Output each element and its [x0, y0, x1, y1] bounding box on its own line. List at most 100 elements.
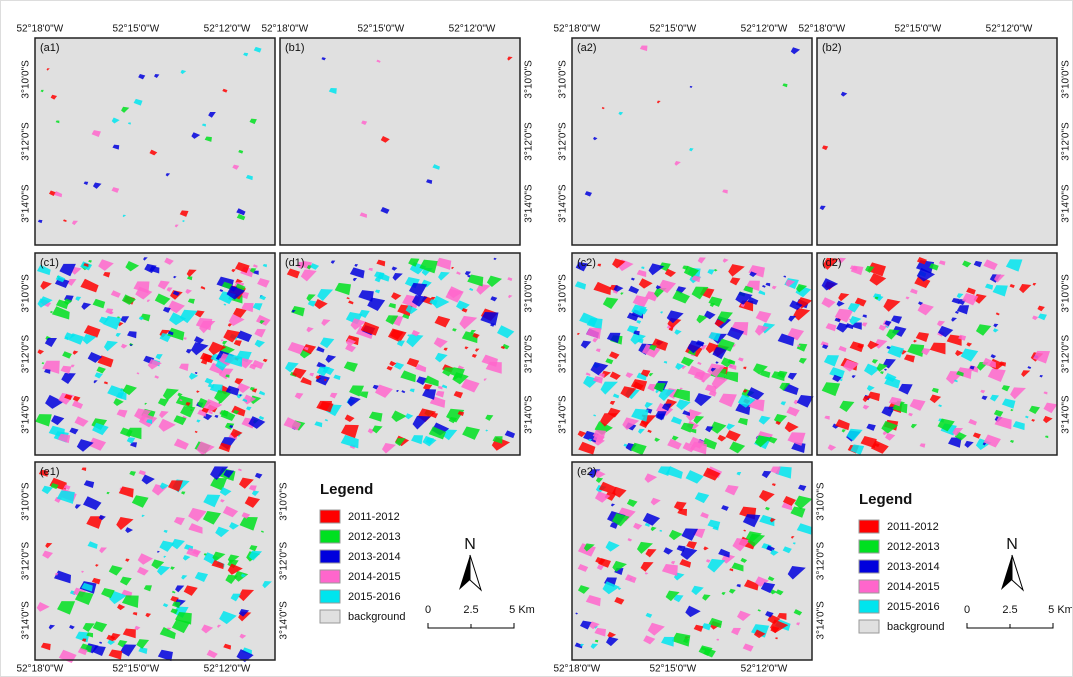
patch — [111, 117, 120, 124]
patch — [1019, 283, 1032, 294]
patch — [411, 435, 424, 445]
legend-swatch — [319, 529, 341, 544]
legend-swatch — [858, 559, 880, 574]
patch — [480, 311, 499, 326]
patch — [888, 396, 902, 407]
latitude-label: 3°10'0"S — [524, 60, 535, 99]
panel-label: (a1) — [40, 42, 60, 54]
patch — [982, 442, 987, 446]
patch — [782, 546, 792, 554]
latitude-label: 3°14'0"S — [524, 395, 535, 434]
patch — [64, 337, 69, 340]
latitude-label: 3°10'0"S — [1061, 274, 1072, 313]
patch — [937, 418, 955, 432]
patch — [610, 503, 616, 507]
longitude-label: 52°18'0"W — [798, 24, 845, 35]
patch — [185, 288, 192, 294]
patch — [233, 340, 242, 347]
patch — [374, 277, 382, 283]
patch — [63, 219, 67, 223]
patch — [951, 298, 960, 305]
patch — [74, 416, 89, 427]
patch — [748, 265, 765, 278]
patch — [259, 295, 267, 301]
patch — [759, 370, 771, 379]
patch — [188, 507, 207, 522]
patch — [661, 636, 675, 647]
patch — [690, 428, 697, 434]
patch — [694, 393, 712, 407]
patch — [722, 258, 729, 263]
patch — [173, 606, 189, 618]
patch — [430, 412, 439, 419]
patch — [704, 384, 717, 394]
patch — [1010, 408, 1014, 412]
patch — [790, 506, 806, 518]
patch — [658, 388, 675, 402]
patch — [854, 297, 867, 307]
patch — [905, 296, 910, 300]
patch — [786, 406, 800, 417]
patch — [728, 363, 737, 370]
patch — [121, 106, 130, 113]
patch — [738, 357, 744, 362]
panel-label: (b1) — [285, 42, 305, 54]
patch — [640, 562, 654, 572]
patch — [909, 398, 926, 411]
patch — [866, 423, 876, 431]
patch — [180, 406, 196, 418]
patch — [990, 354, 997, 359]
patch — [717, 311, 733, 324]
patch — [40, 281, 52, 290]
patch — [721, 505, 729, 511]
patch — [703, 467, 721, 481]
patch — [178, 363, 189, 371]
patch — [248, 550, 263, 561]
patch — [982, 357, 996, 369]
patch — [686, 541, 698, 550]
patch — [740, 557, 748, 563]
latitude-label: 3°14'0"S — [21, 395, 32, 434]
patch — [508, 294, 513, 299]
longitude-label: 52°12'0"W — [204, 664, 251, 675]
scale-bar — [427, 623, 515, 629]
patch — [691, 286, 709, 300]
patch — [718, 548, 730, 558]
patch — [79, 643, 93, 653]
patch — [200, 352, 213, 363]
patch — [77, 647, 88, 656]
patch — [204, 377, 214, 385]
scale-bar — [966, 623, 1054, 629]
patch — [966, 287, 976, 295]
patch — [163, 555, 167, 558]
patch — [790, 47, 801, 55]
patch — [223, 303, 227, 306]
patch — [375, 384, 393, 398]
patch — [141, 514, 145, 518]
patch — [434, 315, 451, 328]
patch — [850, 444, 865, 455]
patch — [661, 564, 678, 576]
patch — [993, 328, 999, 333]
patch — [416, 376, 428, 386]
patch — [222, 88, 228, 93]
legend-label: 2011-2012 — [887, 521, 939, 533]
patch — [580, 340, 592, 349]
patch — [457, 411, 465, 417]
patch — [155, 354, 163, 360]
patch — [885, 433, 896, 441]
latitude-label: 3°14'0"S — [21, 601, 32, 640]
patch — [668, 327, 674, 332]
legend-label: 2012-2013 — [348, 531, 401, 543]
patch — [157, 280, 170, 290]
patch — [352, 278, 358, 282]
legend-label: 2013-2014 — [887, 561, 940, 573]
patch — [98, 514, 106, 521]
patch — [754, 435, 771, 448]
patch — [485, 429, 489, 432]
patch — [106, 491, 110, 495]
patch — [758, 415, 771, 425]
patch — [614, 597, 625, 605]
patch — [207, 383, 214, 389]
patch — [69, 624, 75, 630]
